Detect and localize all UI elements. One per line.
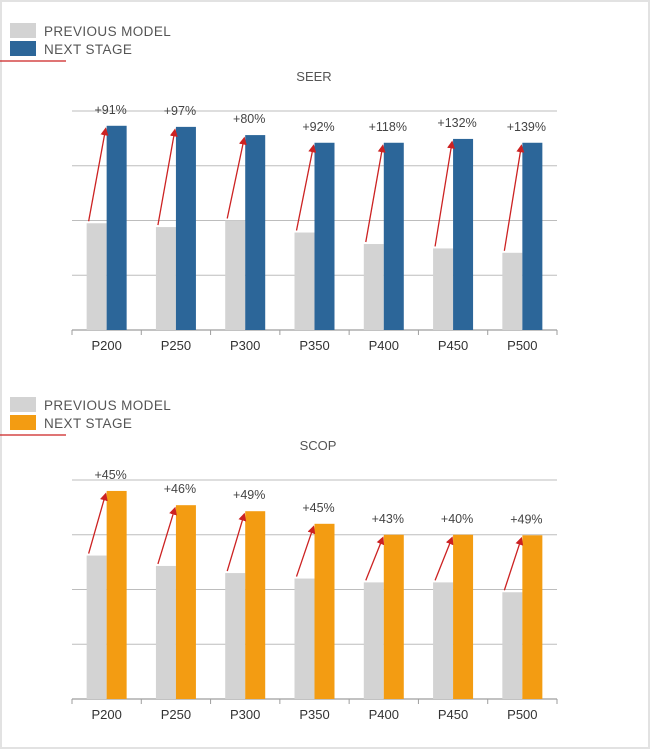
seer-chart: PREVIOUS MODEL NEXT STAGE SEER +91%P200+… bbox=[0, 23, 558, 353]
seer-change-label-p350: +92% bbox=[302, 120, 334, 134]
seer-category-label-p200: P200 bbox=[91, 338, 121, 353]
scop-bar-previous-p200 bbox=[86, 555, 107, 699]
seer-bar-next-p450 bbox=[453, 138, 474, 330]
scop-plot-area: +45% P200 +46% P250 +49% P300 +45% P350 +43% P400… bbox=[71, 468, 558, 722]
seer-bar-previous-p300 bbox=[225, 220, 246, 330]
seer-category-label-p400: P400 bbox=[369, 338, 399, 353]
seer-increase-arrow-p200 bbox=[88, 127, 109, 222]
seer-bar-previous-p400 bbox=[363, 244, 384, 330]
scop-category-label-p450: P450 bbox=[438, 707, 468, 722]
scop-bar-previous-p400 bbox=[363, 582, 384, 699]
seer-change-label-p250: +97% bbox=[164, 104, 196, 118]
seer-category-label-p250: P250 bbox=[161, 338, 191, 353]
seer-bar-next-p200 bbox=[106, 125, 127, 330]
seer-legend-swatch-previous bbox=[10, 23, 36, 38]
scop-category-label-p350: P350 bbox=[299, 707, 329, 722]
seer-category-label-p300: P300 bbox=[230, 338, 260, 353]
seer-change-label-p400: +118% bbox=[369, 120, 407, 134]
scop-bar-next-p450 bbox=[453, 534, 474, 699]
seer-category-label-p500: P500 bbox=[507, 338, 537, 353]
scop-change-label-p450: +40% bbox=[441, 512, 473, 526]
seer-change-label-p300: +80% bbox=[233, 112, 265, 126]
seer-plot-area: +91% P200 +97% P250 +80% P300 +92% P350 +118% P40… bbox=[71, 103, 558, 353]
scop-bar-next-p350 bbox=[314, 523, 335, 699]
scop-increase-arrow-p500 bbox=[503, 536, 524, 591]
seer-bar-next-p400 bbox=[383, 142, 404, 330]
scop-change-label-p250: +46% bbox=[164, 482, 196, 496]
seer-change-label-p200: +91% bbox=[94, 103, 126, 117]
scop-legend-swatch-previous bbox=[10, 397, 36, 412]
scop-category-label-p500: P500 bbox=[507, 707, 537, 722]
seer-change-label-p500: +139% bbox=[507, 120, 546, 134]
scop-change-label-p200: +45% bbox=[94, 468, 126, 482]
scop-bar-previous-p250 bbox=[155, 565, 176, 699]
scop-category-label-p300: P300 bbox=[230, 707, 260, 722]
scop-legend-swatch-next bbox=[10, 415, 36, 430]
scop-change-label-p400: +43% bbox=[372, 512, 404, 526]
seer-bar-next-p350 bbox=[314, 142, 335, 330]
seer-legend-label-previous: PREVIOUS MODEL bbox=[44, 24, 171, 39]
seer-bar-next-p500 bbox=[522, 142, 543, 330]
scop-bar-previous-p300 bbox=[225, 573, 246, 699]
seer-bar-previous-p250 bbox=[155, 227, 176, 330]
scop-bar-next-p400 bbox=[383, 534, 404, 699]
scop-chart: PREVIOUS MODEL NEXT STAGE SCOP +45%P200+… bbox=[0, 397, 558, 722]
seer-bar-previous-p450 bbox=[433, 248, 454, 330]
scop-legend-label-next: NEXT STAGE bbox=[44, 416, 132, 431]
seer-bar-next-p300 bbox=[245, 135, 266, 330]
seer-increase-arrow-p450 bbox=[434, 140, 455, 247]
scop-bar-previous-p450 bbox=[433, 582, 454, 699]
scop-chart-title: SCOP bbox=[300, 438, 337, 453]
scop-bar-previous-p500 bbox=[502, 592, 523, 699]
scop-change-label-p300: +49% bbox=[233, 488, 265, 502]
scop-category-label-p200: P200 bbox=[91, 707, 121, 722]
seer-increase-arrow-p250 bbox=[157, 128, 178, 226]
seer-increase-arrow-p400 bbox=[365, 144, 386, 243]
scop-legend: PREVIOUS MODEL NEXT STAGE bbox=[0, 397, 171, 436]
seer-chart-title: SEER bbox=[296, 69, 331, 84]
seer-legend-label-next: NEXT STAGE bbox=[44, 42, 132, 57]
scop-legend-label-previous: PREVIOUS MODEL bbox=[44, 398, 171, 413]
scop-bar-previous-p350 bbox=[294, 578, 315, 699]
seer-bar-previous-p200 bbox=[86, 223, 107, 330]
scop-increase-arrow-p250 bbox=[157, 506, 177, 565]
scop-increase-arrow-p450 bbox=[434, 536, 454, 581]
seer-bar-previous-p500 bbox=[502, 252, 523, 330]
seer-legend-swatch-next bbox=[10, 41, 36, 56]
scop-category-label-p400: P400 bbox=[369, 707, 399, 722]
scop-bar-next-p250 bbox=[175, 505, 196, 699]
scop-increase-arrow-p400 bbox=[365, 536, 385, 581]
scop-increase-arrow-p300 bbox=[226, 512, 247, 572]
scop-category-label-p250: P250 bbox=[161, 707, 191, 722]
scop-change-label-p500: +49% bbox=[510, 512, 542, 526]
seer-legend: PREVIOUS MODEL NEXT STAGE bbox=[0, 23, 171, 62]
seer-bar-previous-p350 bbox=[294, 232, 315, 330]
seer-increase-arrow-p500 bbox=[503, 144, 525, 251]
seer-category-label-p450: P450 bbox=[438, 338, 468, 353]
seer-increase-arrow-p350 bbox=[295, 144, 317, 231]
seer-category-label-p350: P350 bbox=[299, 338, 329, 353]
scop-bar-next-p300 bbox=[245, 511, 266, 699]
seer-change-label-p450: +132% bbox=[437, 116, 476, 130]
seer-increase-arrow-p300 bbox=[226, 136, 247, 219]
scop-increase-arrow-p200 bbox=[88, 492, 108, 554]
seer-bar-next-p250 bbox=[175, 126, 196, 330]
scop-bar-next-p200 bbox=[106, 490, 127, 699]
scop-increase-arrow-p350 bbox=[295, 525, 316, 577]
scop-bar-next-p500 bbox=[522, 535, 543, 699]
scop-change-label-p350: +45% bbox=[302, 501, 334, 515]
